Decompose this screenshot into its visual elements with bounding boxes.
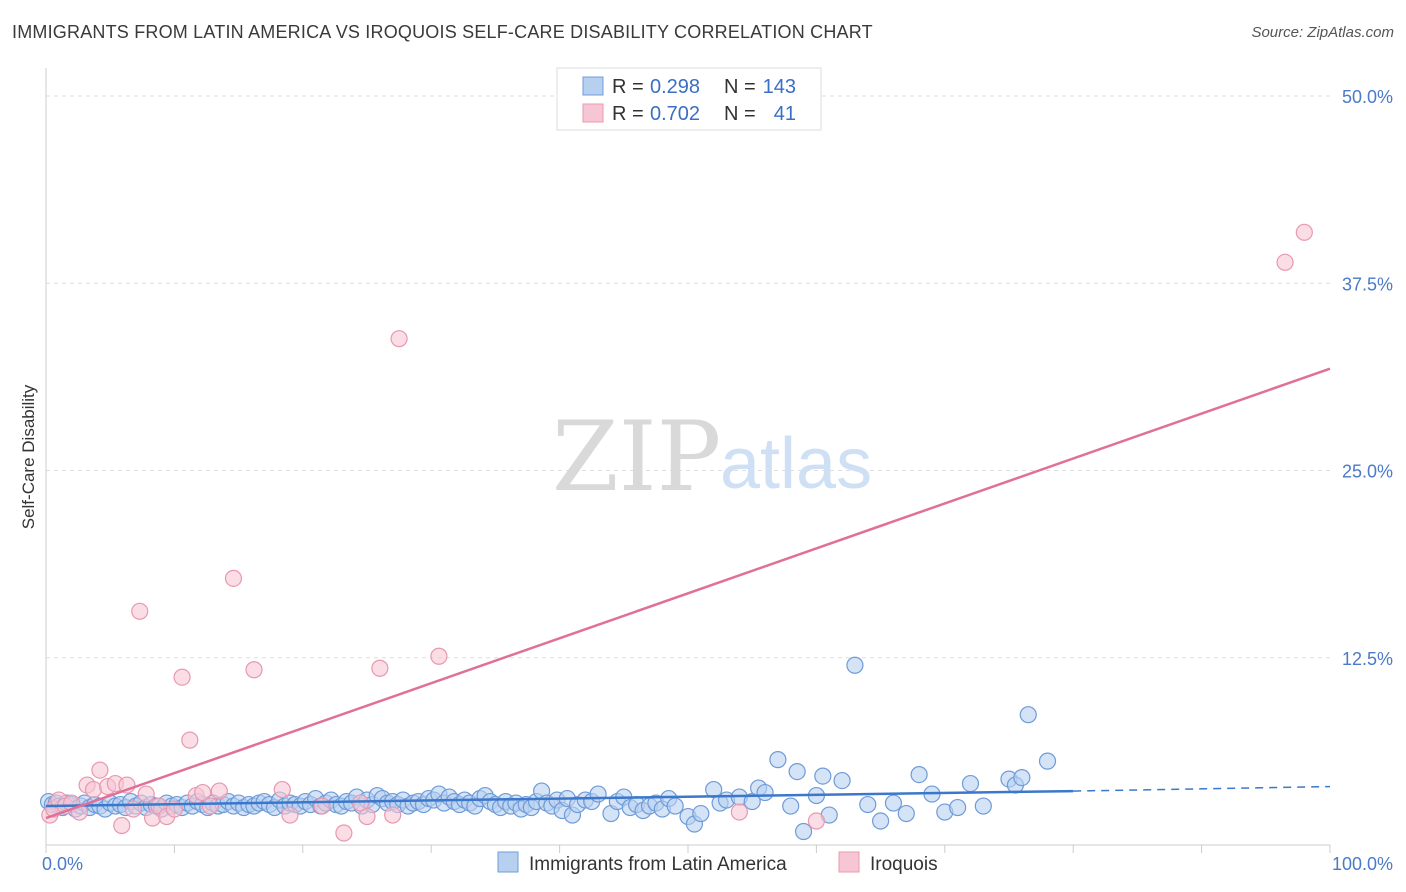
immigrants-point-140 [871, 812, 890, 830]
iroquois-point-24 [201, 797, 219, 815]
x-tick-labels: 0.0% 100.0% [42, 854, 1393, 874]
legend-n-value-blue: 143 [763, 76, 796, 98]
legend-r-value-pink: 0.702 [650, 103, 700, 125]
immigrants-point-122 [692, 804, 710, 823]
bottom-legend-swatch-blue [497, 851, 519, 873]
immigrants-point-131 [782, 797, 800, 815]
immigrants-point-132 [788, 762, 806, 781]
immigrants-point-147 [961, 774, 980, 793]
legend-swatch-pink [582, 103, 604, 123]
immigrants-point-143 [910, 765, 928, 784]
iroquois-point-27 [245, 661, 263, 679]
bottom-legend-label-pink: Iroquois [870, 854, 938, 875]
immigrants-point-151 [1013, 768, 1031, 787]
iroquois-point-15 [137, 785, 155, 803]
immigrants-point-119 [666, 797, 684, 815]
iroquois-point-23 [194, 783, 212, 802]
iroquois-point-31 [335, 824, 353, 842]
iroquois-point-40 [1276, 253, 1294, 271]
iroquois-point-35 [384, 806, 402, 824]
series-immigrants-points [39, 656, 1057, 841]
y-tick-label-3: 50.0% [1342, 87, 1393, 107]
immigrants-point-152 [1019, 706, 1037, 724]
iroquois-point-36 [390, 330, 408, 348]
iroquois-point-39 [807, 812, 826, 830]
iroquois-point-38 [730, 803, 748, 821]
iroquois-point-26 [224, 569, 243, 587]
y-axis-label: Self-Care Disability [19, 384, 38, 529]
iroquois-point-20 [173, 668, 191, 686]
iroquois-point-7 [84, 780, 103, 799]
watermark-atlas: atlas [720, 424, 872, 504]
immigrants-trend-line [45, 789, 1074, 808]
series-iroquois-points [41, 223, 1313, 842]
iroquois-point-41 [1295, 223, 1313, 241]
immigrants-point-108 [589, 785, 607, 803]
legend-n-label-pink: N = [724, 103, 756, 125]
iroquois-trend-line [45, 367, 1331, 820]
y-tick-label-0: 12.5% [1342, 649, 1393, 669]
iroquois-point-8 [91, 761, 109, 779]
axes [45, 68, 1331, 853]
y-tick-label-2: 37.5% [1342, 274, 1393, 294]
legend-r-value-blue: 0.298 [650, 76, 700, 98]
iroquois-point-34 [371, 659, 389, 677]
immigrants-point-153 [1038, 752, 1057, 770]
legend-n-value-pink: 41 [774, 103, 796, 125]
immigrants-point-130 [769, 751, 787, 769]
iroquois-point-33 [358, 807, 376, 826]
iroquois-point-14 [131, 602, 149, 620]
legend-r-label-pink: R = [612, 103, 644, 125]
y-tick-labels: 12.5% 25.0% 37.5% 50.0% [1342, 87, 1393, 669]
source-label: Source: ZipAtlas.com [1251, 24, 1394, 41]
immigrants-point-139 [859, 795, 877, 814]
immigrants-point-135 [814, 767, 832, 785]
chart-title: IMMIGRANTS FROM LATIN AMERICA VS IROQUOI… [12, 22, 873, 42]
iroquois-point-28 [273, 780, 291, 799]
immigrants-point-141 [884, 794, 903, 812]
x-tick-label-1: 100.0% [1332, 854, 1393, 874]
x-tick-label-0: 0.0% [42, 854, 83, 874]
iroquois-point-37 [430, 647, 448, 665]
iroquois-point-25 [210, 782, 228, 800]
immigrants-trend-extension [1073, 785, 1331, 792]
legend-r-label-blue: R = [612, 76, 644, 98]
immigrants-point-138 [846, 656, 864, 674]
legend-swatch-blue [582, 76, 604, 96]
iroquois-point-30 [313, 797, 331, 815]
iroquois-point-29 [281, 806, 299, 824]
immigrants-point-146 [949, 798, 967, 817]
bottom-legend-swatch-pink [838, 851, 860, 873]
immigrants-point-133 [794, 822, 813, 841]
immigrants-point-142 [897, 804, 915, 823]
trend-lines [45, 367, 1331, 820]
top-legend: R = 0.298 N = 143 R = 0.702 N = 41 [556, 67, 822, 131]
legend-n-label-blue: N = [724, 76, 756, 98]
bottom-legend: Immigrants from Latin America Iroquois [497, 851, 938, 875]
y-tick-label-1: 25.0% [1342, 462, 1393, 482]
immigrants-point-137 [833, 771, 851, 790]
immigrants-point-148 [974, 797, 992, 815]
immigrants-point-129 [756, 783, 774, 802]
watermark-zip: ZIP [552, 401, 721, 513]
iroquois-point-21 [181, 731, 199, 749]
bottom-legend-label-blue: Immigrants from Latin America [529, 854, 787, 875]
iroquois-point-11 [113, 816, 131, 835]
